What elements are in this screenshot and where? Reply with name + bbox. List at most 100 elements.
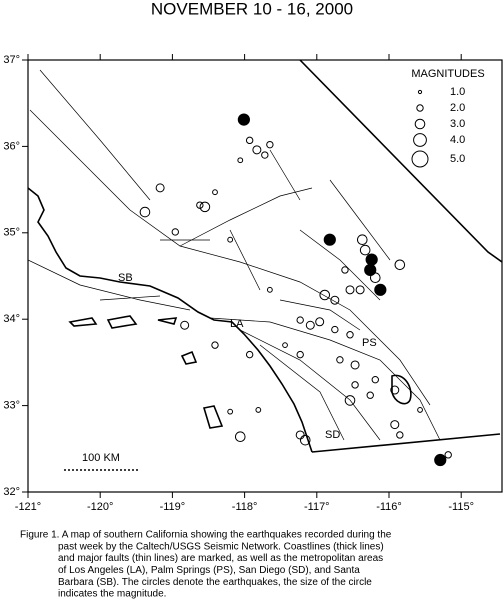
earthquake: [266, 140, 274, 149]
legend-label: 5.0: [450, 153, 465, 165]
earthquake-layer: [139, 113, 452, 467]
earthquake: [366, 391, 374, 399]
legend-label: 1.0: [450, 86, 465, 98]
fault: [39, 69, 391, 301]
earthquake: [319, 289, 331, 301]
earthquake: [323, 233, 336, 246]
earthquake: [234, 431, 246, 443]
earthquake: [315, 317, 325, 327]
earthquake: [345, 285, 355, 295]
earthquake: [199, 201, 211, 213]
earthquake: [341, 266, 349, 274]
lat-tick-label: 34°: [3, 313, 20, 325]
lon-tick-label: -117°: [304, 501, 330, 513]
legend-symbol: [416, 104, 424, 112]
fault: [239, 329, 381, 441]
state-line: [299, 60, 502, 263]
earthquake: [305, 320, 315, 330]
caption-line: of Los Angeles (LA), Palm Springs (PS), …: [58, 565, 360, 576]
legend-label: 3.0: [450, 118, 465, 130]
earthquake: [371, 375, 379, 384]
lon-tick-label: -116°: [376, 501, 402, 513]
earthquake: [266, 286, 273, 293]
earthquake: [369, 272, 381, 284]
fault: [29, 109, 431, 406]
coastline: [28, 187, 313, 453]
lat-tick-label: 32°: [3, 486, 20, 498]
salton-sea: [391, 374, 412, 405]
earthquake: [346, 331, 354, 339]
scale-label: 100 KM: [82, 452, 120, 464]
earthquake: [282, 342, 288, 349]
earthquake: [296, 350, 304, 359]
earthquake: [344, 395, 356, 406]
earthquake: [330, 295, 340, 305]
earthquake: [374, 283, 387, 296]
lon-tick-label: -118°: [232, 501, 258, 513]
legend-label: 4.0: [450, 134, 465, 146]
lat-tick-label: 36°: [3, 140, 20, 152]
earthquake: [444, 451, 452, 459]
basemap: [28, 60, 502, 453]
place-label: PS: [362, 337, 377, 349]
earthquake: [299, 434, 311, 446]
earthquake: [356, 234, 368, 246]
earthquake: [336, 356, 344, 364]
map-frame: [27, 59, 503, 493]
earthquake: [255, 407, 262, 413]
island: [68, 315, 224, 429]
earthquake: [390, 385, 400, 395]
earthquake: [351, 381, 359, 389]
legend-symbol: [413, 133, 427, 147]
earthquake: [359, 244, 371, 256]
earthquake: [434, 453, 447, 467]
earthquake: [237, 113, 250, 126]
lat-tick-label: 35°: [3, 227, 20, 239]
lon-tick-label: -115°: [448, 501, 474, 513]
earthquake: [211, 341, 219, 349]
earthquake: [245, 136, 254, 145]
earthquake: [396, 431, 404, 439]
earthquake: [355, 285, 365, 295]
legend-title: MAGNITUDES: [411, 68, 484, 80]
earthquake: [296, 316, 304, 324]
earthquake: [295, 430, 305, 440]
earthquake: [212, 189, 218, 196]
earthquake: [139, 206, 151, 218]
earthquake: [350, 360, 360, 370]
fault: [28, 259, 361, 331]
earthquake: [171, 228, 179, 236]
earthquake: [227, 408, 234, 415]
lat-tick-label: 33°: [3, 400, 20, 412]
earthquake: [180, 320, 190, 330]
border: [311, 433, 501, 453]
place-label: SD: [325, 429, 340, 441]
place-label: SB: [118, 272, 133, 284]
earthquake: [155, 183, 165, 193]
lon-tick-label: -120°: [87, 501, 113, 513]
legend-symbol: [417, 89, 423, 95]
caption-line: Barbara (SB). The circles denote the ear…: [58, 577, 372, 588]
lat-tick-label: 37°: [3, 54, 20, 66]
fault: [209, 317, 441, 441]
earthquake: [245, 350, 254, 359]
legend-symbol: [414, 118, 426, 130]
earthquake: [237, 157, 244, 164]
earthquake: [227, 236, 234, 243]
place-label: LA: [230, 318, 244, 330]
earthquake: [394, 259, 406, 271]
caption-line: indicates the magnitude.: [58, 589, 166, 600]
earthquake: [390, 420, 400, 430]
earthquake: [417, 407, 423, 413]
legend-symbol: [411, 150, 429, 168]
map-title: NOVEMBER 10 - 16, 2000: [151, 0, 353, 18]
earthquake: [365, 253, 378, 266]
earthquake: [261, 151, 269, 159]
legend-label: 2.0: [450, 102, 465, 114]
lon-tick-label: -119°: [160, 501, 186, 513]
earthquake: [331, 325, 339, 334]
lon-tick-label: -121°: [15, 501, 41, 513]
caption-line: Figure 1. A map of southern California s…: [20, 530, 392, 541]
